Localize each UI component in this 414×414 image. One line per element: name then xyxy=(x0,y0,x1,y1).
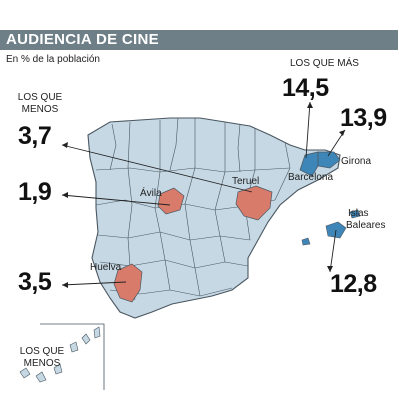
arrow-heads xyxy=(62,102,345,288)
province-borders xyxy=(95,117,291,301)
baleares-label: Baleares xyxy=(346,220,386,231)
spain-mainland xyxy=(87,117,341,319)
teruel-value: 3,7 xyxy=(18,122,52,150)
islas-baleares-value: 12,8 xyxy=(330,270,377,298)
chart-subtitle: En % de la población xyxy=(6,54,100,65)
chart-title: AUDIENCIA DE CINE xyxy=(0,30,398,50)
avila-value: 1,9 xyxy=(18,178,52,206)
menorca xyxy=(349,209,361,219)
teruel-label: Teruel xyxy=(232,176,260,187)
huelva-label: Huelva xyxy=(90,262,122,273)
islas-label: Islas xyxy=(348,208,369,219)
avila-province xyxy=(157,187,185,215)
girona-label: Girona xyxy=(341,156,372,167)
avila-label: Ávila xyxy=(140,188,162,199)
barcelona-label: Barcelona xyxy=(288,172,334,183)
teruel-province xyxy=(235,185,273,221)
huelva-value: 3,5 xyxy=(18,268,52,296)
ibiza xyxy=(301,237,311,246)
huelva-province xyxy=(113,263,143,303)
min-group-label-bottom: LOS QUE MENOS xyxy=(19,346,65,369)
girona-value: 13,9 xyxy=(340,104,387,132)
max-group-label: LOS QUE MÁS xyxy=(290,58,359,69)
barcelona-province xyxy=(299,151,319,177)
barcelona-value: 14,5 xyxy=(282,74,329,102)
min-group-label-top: LOS QUE MENOS xyxy=(17,92,63,115)
canary-islands-inset xyxy=(19,323,105,390)
